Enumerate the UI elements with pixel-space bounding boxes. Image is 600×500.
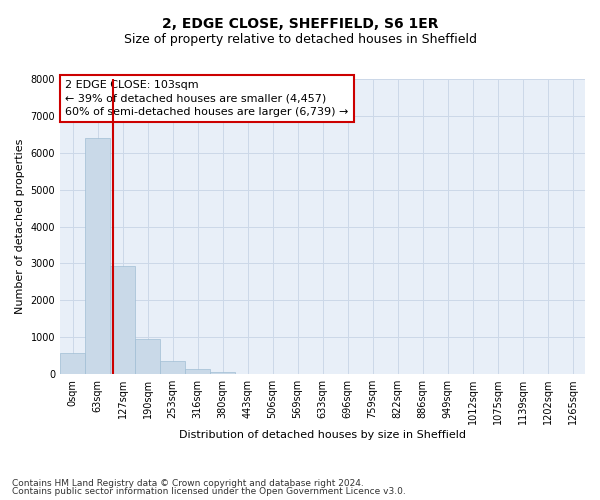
Bar [160, 361, 185, 374]
Bar [60, 352, 85, 374]
Bar [85, 138, 110, 374]
Text: 2 EDGE CLOSE: 103sqm
← 39% of detached houses are smaller (4,457)
60% of semi-de: 2 EDGE CLOSE: 103sqm ← 39% of detached h… [65, 80, 349, 117]
Text: Contains public sector information licensed under the Open Government Licence v3: Contains public sector information licen… [12, 487, 406, 496]
Bar [185, 368, 210, 374]
Text: Contains HM Land Registry data © Crown copyright and database right 2024.: Contains HM Land Registry data © Crown c… [12, 478, 364, 488]
Text: 2, EDGE CLOSE, SHEFFIELD, S6 1ER: 2, EDGE CLOSE, SHEFFIELD, S6 1ER [162, 18, 438, 32]
Text: Size of property relative to detached houses in Sheffield: Size of property relative to detached ho… [124, 32, 476, 46]
Y-axis label: Number of detached properties: Number of detached properties [15, 139, 25, 314]
X-axis label: Distribution of detached houses by size in Sheffield: Distribution of detached houses by size … [179, 430, 466, 440]
Bar [135, 338, 160, 374]
Bar [110, 266, 135, 374]
Bar [210, 372, 235, 374]
